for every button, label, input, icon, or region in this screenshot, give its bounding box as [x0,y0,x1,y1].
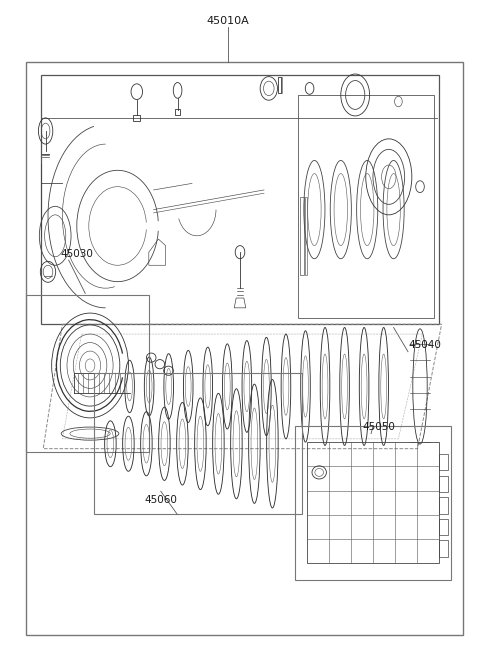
Bar [439,540,448,557]
Bar [175,109,180,115]
Bar [439,476,448,492]
Bar [26,62,463,635]
Bar [41,75,439,324]
Bar [295,426,451,580]
Text: 45010A: 45010A [206,16,250,26]
Bar [439,519,448,535]
Bar [278,77,281,93]
Bar [300,196,304,275]
Bar [298,95,434,318]
Bar [133,115,140,121]
Bar [307,442,439,563]
Bar [439,497,448,514]
Text: 45060: 45060 [144,495,177,504]
Bar [439,454,448,470]
Bar [94,373,302,514]
Text: 45040: 45040 [408,341,441,350]
Bar [305,196,307,275]
Text: 45050: 45050 [362,422,395,432]
Bar [281,77,282,93]
Text: 45030: 45030 [60,249,93,259]
Bar [26,295,149,452]
